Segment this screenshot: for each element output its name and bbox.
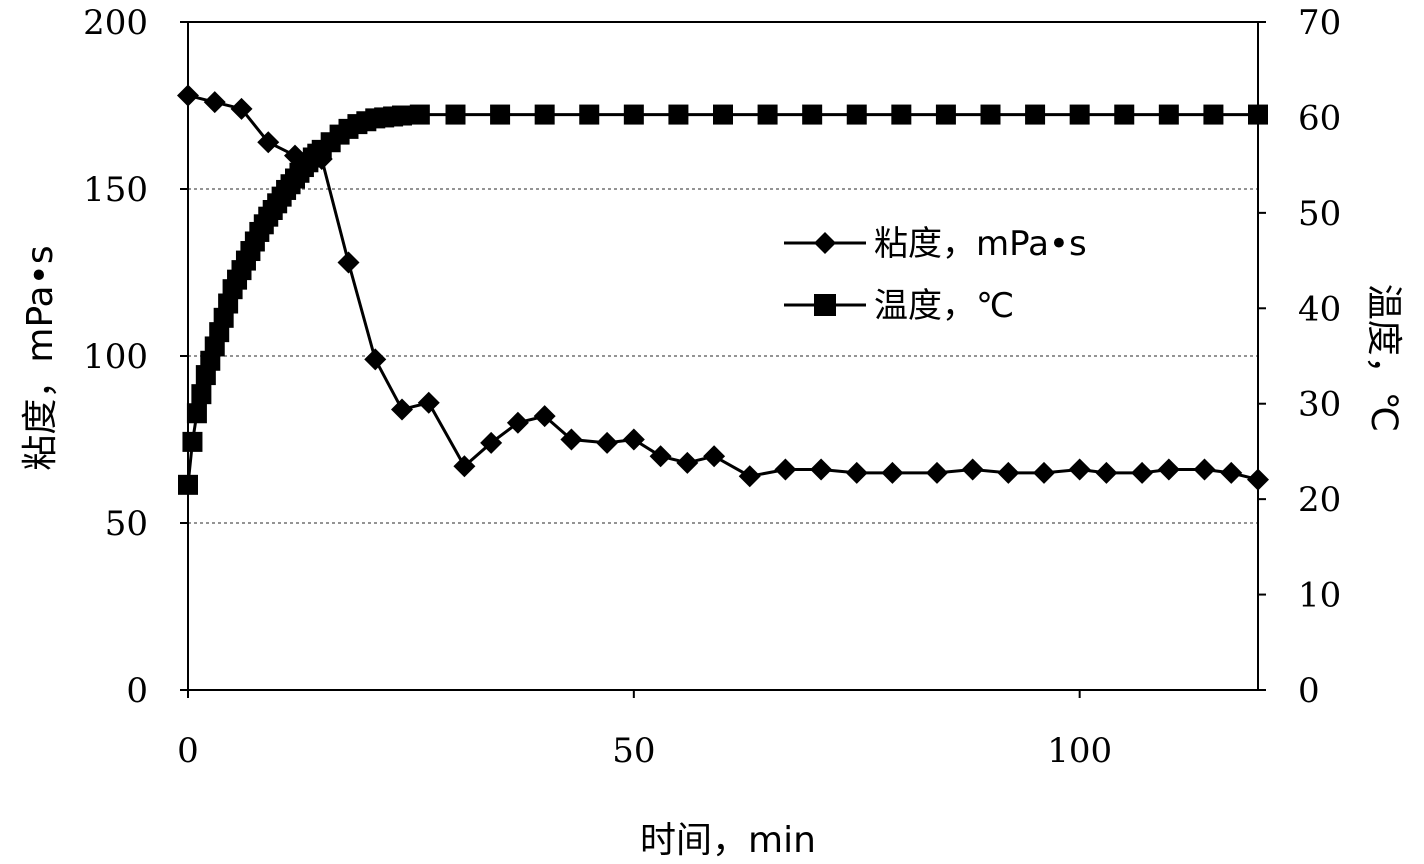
legend-label-viscosity: 粘度，mPa•s [874,224,1087,264]
data-point-viscosity [649,445,672,468]
data-point-viscosity [506,411,529,434]
data-point-viscosity [203,91,226,114]
data-point-viscosity [560,428,583,451]
data-point-viscosity [1193,458,1216,481]
x-axis-title: 时间，min [640,820,816,861]
data-point-viscosity [622,428,645,451]
data-point-temperature [1203,104,1224,125]
y-tick-label: 0 [126,671,148,711]
y2-tick-label: 0 [1298,671,1320,711]
data-point-temperature [802,104,823,125]
data-point-temperature [534,104,555,125]
data-point-viscosity [1157,458,1180,481]
data-point-temperature [980,104,1001,125]
legend-marker-temperature [814,294,836,316]
data-point-viscosity [1095,461,1118,484]
data-point-viscosity [257,131,280,154]
data-point-viscosity [1033,461,1055,484]
data-point-temperature [668,104,689,125]
legend-marker-viscosity [814,232,836,254]
data-point-viscosity [596,431,619,454]
data-point-viscosity [961,458,984,481]
series-viscosity [177,84,1269,491]
y-tick-label: 50 [105,504,148,544]
data-point-temperature [392,105,412,126]
y-axis-title: 粘度，mPa•s [20,245,61,470]
axes [180,21,1266,698]
y2-tick-label: 30 [1298,385,1341,425]
data-point-temperature [445,104,466,125]
data-point-temperature [935,104,956,125]
y2-tick-label: 40 [1298,289,1341,329]
x-tick-label: 0 [177,731,199,771]
data-point-viscosity [337,251,360,274]
legend: 粘度，mPa•s 温度，℃ [784,224,1087,326]
data-point-viscosity [810,458,833,481]
y2-tick-label: 70 [1298,3,1341,43]
x-tick-label: 50 [612,731,655,771]
data-point-viscosity [391,398,413,421]
data-point-viscosity [997,461,1020,484]
data-point-viscosity [845,461,868,484]
x-tick-label: 100 [1047,731,1112,771]
data-point-temperature [891,104,912,125]
data-point-viscosity [703,445,726,468]
y2-tick-label: 50 [1298,194,1341,234]
y2-tick-label: 20 [1298,480,1341,520]
data-point-viscosity [774,458,797,481]
data-point-viscosity [1131,461,1154,484]
y-tick-label: 150 [83,170,148,210]
data-point-temperature [186,403,207,424]
data-point-temperature [579,104,600,125]
series-layer [177,84,1269,495]
series-line [187,94,1259,482]
data-point-temperature [191,384,212,405]
data-point-viscosity [1068,458,1091,481]
y-tick-label: 200 [83,3,148,43]
data-point-viscosity [453,455,476,478]
y2-tick-label: 10 [1298,576,1341,616]
y2-tick-label: 60 [1298,98,1341,138]
data-point-temperature [1069,104,1090,125]
grid-lines [188,188,1258,524]
data-point-temperature [409,104,430,125]
data-point-temperature [757,104,778,125]
data-point-viscosity [926,461,948,484]
series-temperature [178,104,1268,495]
data-point-viscosity [480,431,503,454]
data-point-temperature [623,104,644,125]
data-point-viscosity [364,348,387,371]
data-point-viscosity [417,391,440,414]
data-point-temperature [1025,104,1046,125]
legend-label-temperature: 温度，℃ [874,286,1014,326]
data-point-temperature [1114,104,1135,125]
y-tick-label: 100 [83,337,148,377]
data-point-viscosity [533,405,556,428]
data-point-viscosity [738,465,761,488]
data-point-temperature [182,431,203,452]
data-point-viscosity [881,461,904,484]
data-point-viscosity [1220,461,1243,484]
data-point-temperature [1158,104,1179,125]
data-point-viscosity [230,97,253,120]
y2-axis-title: 温度，℃ [1363,284,1404,432]
data-point-temperature [490,104,511,125]
data-point-temperature [846,104,867,125]
data-point-viscosity [676,451,699,474]
series-line [186,113,1258,485]
tick-labels: 0 50 100 150 200 0 10 20 30 40 50 60 70 0 50 100 [83,3,1341,771]
data-point-temperature [713,104,733,125]
